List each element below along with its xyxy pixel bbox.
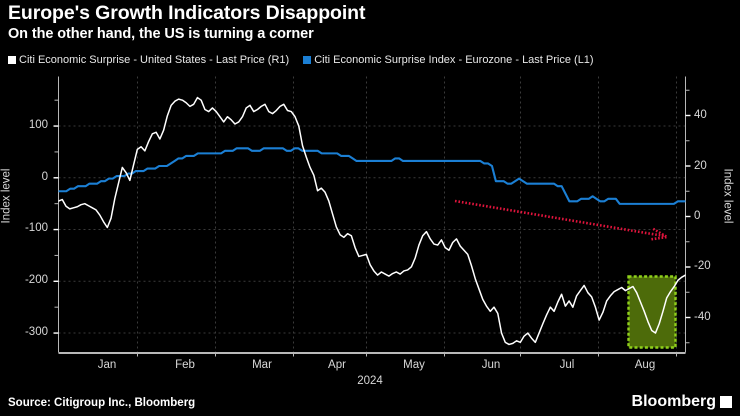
left-tick-neg200: -200 [24,274,48,286]
bloomberg-wordmark: Bloomberg [631,393,716,410]
legend-swatch-eurozone-icon [303,56,312,64]
right-tick-0: 0 [694,210,701,222]
x-tick-jan: Jan [97,359,117,371]
page-subtitle: On the other hand, the US is turning a c… [8,26,314,42]
right-tick-neg20: -20 [694,260,711,272]
x-axis-label: 2024 [357,375,383,387]
left-tick-neg300: -300 [24,326,48,338]
left-tick-100: 100 [28,119,48,131]
source-text: Source: Citigroup Inc., Bloomberg [8,397,196,409]
right-tick-20: 20 [694,160,707,172]
bloomberg-logo: Bloomberg [632,393,732,411]
x-tick-jul: Jul [559,359,575,371]
legend-swatch-us-icon [8,56,16,64]
chart-legend: Citi Economic Surprise - United States -… [8,54,594,66]
x-tick-apr: Apr [328,359,346,371]
left-tick-neg100: -100 [24,222,48,234]
right-tick-40: 40 [694,109,707,121]
x-tick-jun: Jun [481,359,501,371]
x-tick-aug: Aug [634,359,656,371]
bloomberg-mark-icon [720,396,732,408]
legend-label-eurozone: Citi Economic Surprise Index - Eurozone … [314,54,594,66]
legend-item-us: Citi Economic Surprise - United States -… [8,54,289,66]
x-tick-mar: Mar [252,359,272,371]
legend-label-us: Citi Economic Surprise - United States -… [19,54,290,66]
page-title: Europe's Growth Indicators Disappoint [8,2,366,24]
x-tick-feb: Feb [175,359,195,371]
left-tick-0: 0 [41,171,48,183]
x-tick-may: May [403,359,425,371]
legend-item-eurozone: Citi Economic Surprise Index - Eurozone … [303,54,594,66]
right-tick-neg40: -40 [694,311,711,323]
